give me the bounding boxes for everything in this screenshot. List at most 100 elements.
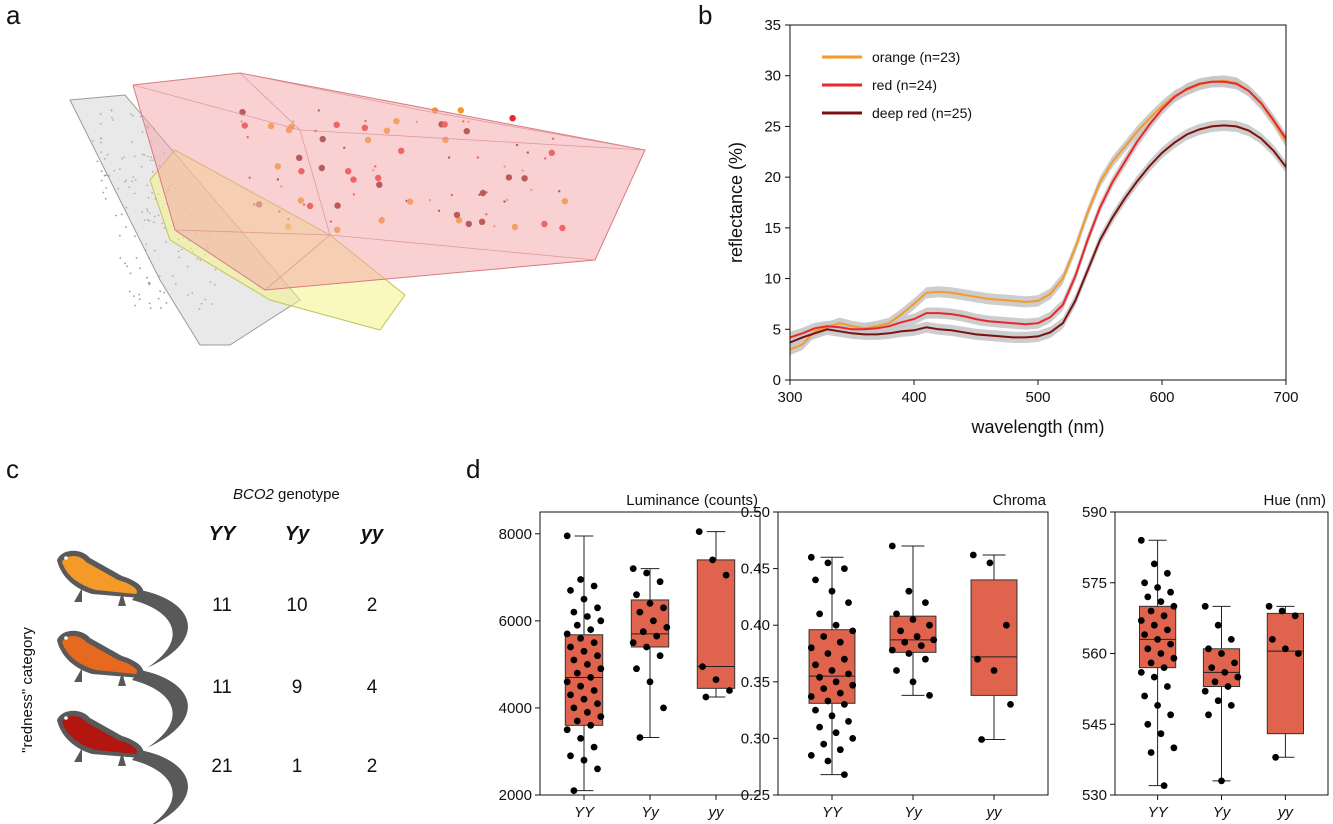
data-point xyxy=(845,599,852,606)
gray-point xyxy=(125,226,127,229)
y-tick-label: 0.25 xyxy=(741,787,770,804)
gray-point xyxy=(165,302,168,304)
gray-point xyxy=(149,307,152,309)
data-point xyxy=(636,608,644,616)
data-point xyxy=(1160,782,1168,789)
gray-point xyxy=(196,257,199,260)
gray-point xyxy=(160,307,162,309)
data-point xyxy=(922,599,929,606)
gray-point xyxy=(157,297,160,300)
count-orange-yy: 2 xyxy=(367,595,378,616)
gray-point xyxy=(133,192,136,195)
gray-point xyxy=(111,116,113,119)
x-tick-label: 500 xyxy=(1025,389,1050,406)
gray-point xyxy=(147,197,150,199)
lizard-tail xyxy=(132,750,188,824)
data-point xyxy=(580,595,588,603)
data-point xyxy=(590,639,598,646)
gray-point xyxy=(148,219,151,222)
data-point xyxy=(639,628,647,636)
category-label: yy xyxy=(708,804,726,821)
plot-frame xyxy=(777,511,1049,796)
gray-point xyxy=(120,213,123,216)
gray-point xyxy=(119,234,121,237)
data-point xyxy=(577,576,584,583)
gray-point xyxy=(131,180,134,183)
data-point xyxy=(726,687,733,694)
gray-point xyxy=(140,165,143,168)
gray-point xyxy=(115,214,117,217)
hull-edge xyxy=(132,84,301,131)
y-tick-label: 30 xyxy=(764,68,781,85)
data-point xyxy=(1157,598,1165,605)
gray-point xyxy=(139,115,142,118)
data-point xyxy=(1141,631,1148,638)
data-point xyxy=(1269,636,1276,643)
gray-point xyxy=(148,283,151,286)
data-point xyxy=(1137,669,1145,676)
gray-point xyxy=(158,275,161,277)
data-point xyxy=(1208,664,1216,671)
lizard-eye xyxy=(64,716,68,720)
gray-point xyxy=(149,159,152,162)
red-lizard-icon xyxy=(57,630,188,748)
data-point xyxy=(990,667,998,674)
data-point xyxy=(1147,607,1155,615)
gray-point xyxy=(102,191,105,194)
series-line-1 xyxy=(789,80,1287,339)
gray-point xyxy=(113,169,116,172)
gray-point xyxy=(141,211,144,213)
panel-letter-b: b xyxy=(698,0,712,30)
lizard-legs xyxy=(74,748,126,766)
data-point xyxy=(841,771,848,778)
gray-point xyxy=(149,282,151,284)
data-point xyxy=(629,639,637,646)
data-point xyxy=(807,644,815,652)
data-point xyxy=(597,665,605,673)
genotype-table: BCO2 genotype YY Yy yy 11 10 2 11 9 4 21… xyxy=(19,486,384,824)
y-tick-label: 560 xyxy=(1082,646,1107,663)
data-point xyxy=(1278,607,1286,615)
data-point xyxy=(926,692,933,699)
data-point xyxy=(905,587,913,595)
data-point xyxy=(841,701,848,708)
gray-point xyxy=(159,290,162,293)
data-point xyxy=(580,647,588,655)
data-point xyxy=(567,587,574,594)
gray-point xyxy=(152,159,154,162)
gray-point xyxy=(186,265,189,268)
gray-point xyxy=(106,153,109,156)
confidence-band-0 xyxy=(790,75,1286,356)
data-point xyxy=(824,757,832,765)
data-point xyxy=(849,627,857,635)
boxplot-panels: YY Yy yy 2000 4000 6000 8000 Luminance (counts)… xyxy=(499,492,1329,821)
y-tick-label: 4000 xyxy=(499,700,532,717)
data-point xyxy=(1154,636,1161,643)
gray-point xyxy=(121,157,124,160)
data-point xyxy=(567,752,574,760)
data-point xyxy=(841,655,848,663)
gray-point xyxy=(99,122,102,125)
data-point xyxy=(1150,560,1158,568)
data-point xyxy=(897,627,904,635)
data-point xyxy=(1167,588,1174,596)
data-point xyxy=(584,708,591,716)
lizard-color-patch xyxy=(62,636,138,674)
gray-point xyxy=(100,141,102,144)
y-tick-label: 0.30 xyxy=(741,730,770,747)
gray-point xyxy=(119,168,121,171)
count-red-Yy: 9 xyxy=(292,677,303,698)
data-point xyxy=(845,670,852,678)
data-point xyxy=(563,678,571,686)
gray-point xyxy=(100,170,103,173)
lizard-tail xyxy=(132,670,188,748)
data-point xyxy=(590,582,598,590)
data-point xyxy=(563,630,571,638)
gray-point xyxy=(125,206,128,209)
data-point xyxy=(712,676,720,683)
data-point xyxy=(1144,720,1152,728)
y-tick-label: 0.50 xyxy=(741,504,770,521)
lizard-legs xyxy=(74,588,126,606)
data-point xyxy=(580,756,588,764)
data-point xyxy=(570,787,578,794)
